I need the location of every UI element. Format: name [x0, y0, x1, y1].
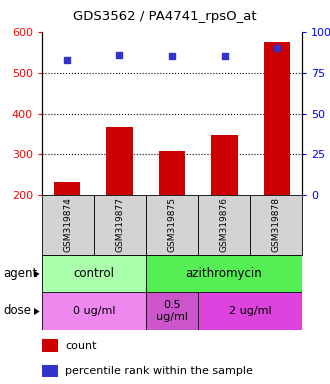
Bar [198, 195, 250, 255]
Bar [42, 195, 94, 255]
Bar [198, 292, 302, 330]
Bar [42, 364, 58, 377]
Point [169, 53, 175, 60]
Bar [42, 339, 58, 352]
Point [275, 45, 280, 51]
Bar [212, 135, 238, 276]
Text: GSM319874: GSM319874 [63, 197, 73, 252]
Bar [42, 255, 146, 292]
Bar [264, 42, 290, 276]
Text: GSM319877: GSM319877 [115, 197, 124, 253]
Bar [250, 195, 302, 255]
Bar [146, 255, 302, 292]
Text: GSM319875: GSM319875 [168, 197, 177, 253]
Text: 0 ug/ml: 0 ug/ml [73, 306, 115, 316]
Bar [159, 151, 185, 276]
Point [64, 56, 70, 63]
Bar [146, 195, 198, 255]
Polygon shape [34, 308, 40, 315]
Text: GDS3562 / PA4741_rpsO_at: GDS3562 / PA4741_rpsO_at [73, 10, 257, 23]
Text: percentile rank within the sample: percentile rank within the sample [65, 366, 253, 376]
Text: GSM319878: GSM319878 [272, 197, 280, 253]
Text: GSM319876: GSM319876 [219, 197, 228, 253]
Bar [42, 292, 146, 330]
Text: agent: agent [3, 267, 38, 280]
Bar [106, 127, 133, 276]
Text: dose: dose [3, 305, 31, 318]
Point [222, 53, 227, 60]
Text: 2 ug/ml: 2 ug/ml [229, 306, 271, 316]
Point [117, 52, 122, 58]
Text: count: count [65, 341, 97, 351]
Polygon shape [34, 270, 40, 278]
Text: azithromycin: azithromycin [185, 267, 262, 280]
Bar [146, 292, 198, 330]
Text: 0.5
ug/ml: 0.5 ug/ml [156, 300, 188, 322]
Text: control: control [74, 267, 115, 280]
Bar [54, 182, 80, 276]
Bar [94, 195, 146, 255]
